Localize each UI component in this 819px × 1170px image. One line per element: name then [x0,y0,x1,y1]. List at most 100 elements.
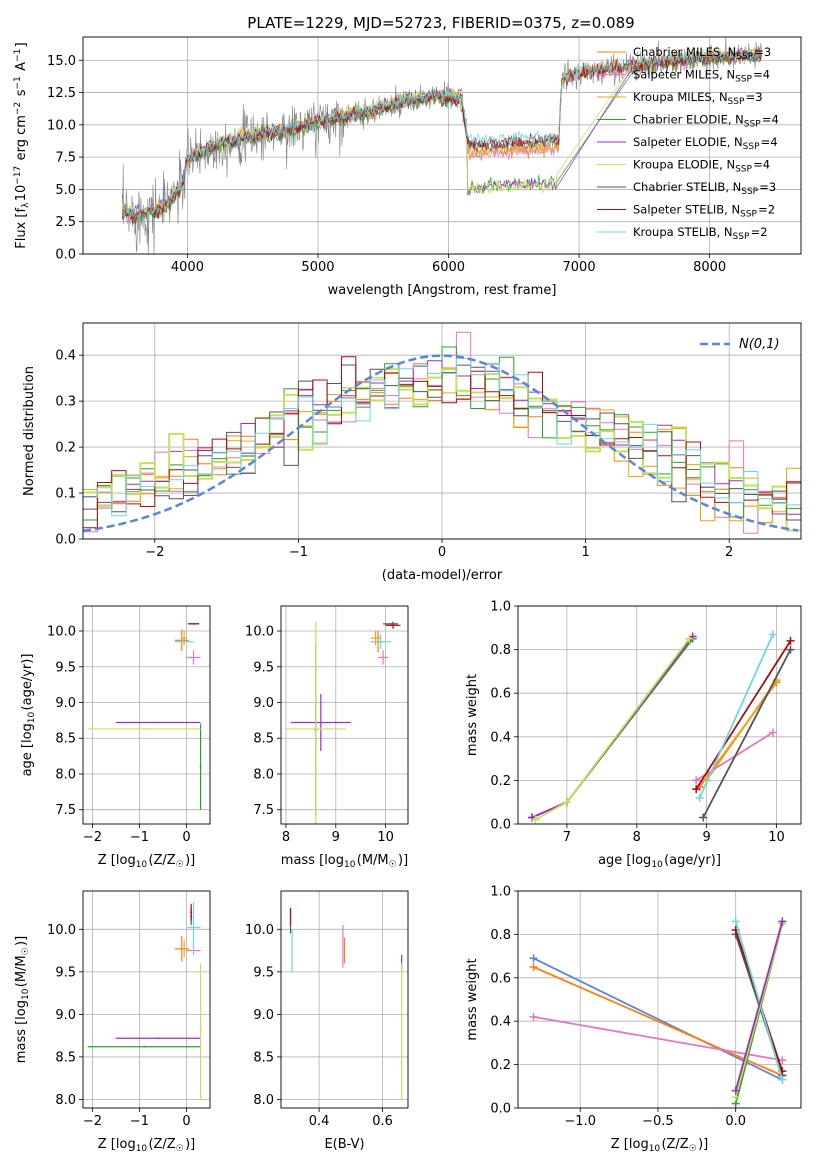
y-tick-label: 0.0 [490,818,511,833]
y-tick-label: 10.0 [47,923,76,938]
label-part: s [14,89,29,100]
label-part: =3 [759,180,776,194]
axes-weight-vs-Z: −1.0 −0.5 0.0 0.0 0.2 0.4 0.6 0.8 1.0 Z [log10 (Z… [465,885,802,1154]
grid [281,606,408,824]
plot-area [285,621,401,824]
label-part: ] [14,42,29,47]
weight-line-salpeter_elodie [531,635,694,819]
x-tick-label: −0.5 [642,1114,674,1129]
label-part: −2 [13,102,23,115]
label-part: Salpeter MILES, N [633,68,735,82]
label-part: age [ [598,853,631,868]
x-tick-label: −2 [145,545,164,560]
legend-label: Kroupa MILES, NSSP =3 [633,90,763,107]
plot-area [289,908,403,1100]
label-part: )] [14,936,29,946]
label-part: SSP [743,142,760,152]
label-part: Chabrier ELODIE, N [633,113,744,127]
plot-area [83,331,801,534]
grid [83,606,210,824]
label-part: SSP [736,52,753,62]
x-tick-label: 9 [703,830,711,845]
histogram-salpeter_elodie [83,360,801,515]
axes-mass-vs-ebv: 0.4 0.6 8.0 8.5 9.0 9.5 10.0 E(B-V) [245,890,409,1152]
legend-label: Chabrier ELODIE, NSSP =4 [633,113,779,130]
y-tick-label: 0.3 [55,395,76,410]
x-tick-label: 10 [768,830,785,845]
label-part: )] [398,853,408,868]
label-part: A [14,62,29,75]
y-tick-label: 0.2 [55,441,76,456]
x-tick-label: 0.0 [725,1114,746,1129]
plot-area [527,630,795,824]
y-tick-label: 8.5 [253,1050,274,1065]
y-tick-label: 0.2 [490,774,511,789]
axes-frame [280,605,409,825]
weight-marker-salpeter_miles [778,1056,787,1065]
label-part: Kroupa MILES, N [633,90,728,104]
label-part: ☉ [176,860,184,870]
x-axis-label: Z [log10 (Z/Z☉ )] [98,1137,196,1154]
y-tick-label: 10.0 [245,625,274,640]
weight-marker-kroupa_elodie [531,815,540,824]
x-tick-label: 0 [182,830,190,845]
figure-title: PLATE=1229, MJD=52723, FIBERID=0375, z=0… [247,14,634,32]
label-part: mass weight [465,674,480,756]
y-tick-label: 9.5 [253,660,274,675]
y-tick-label: 15.0 [47,54,76,69]
label-part: =2 [751,225,768,239]
label-part: =3 [746,90,763,104]
y-tick-label: 9.5 [55,965,76,980]
label-part: Kroupa STELIB, N [633,225,733,239]
y-tick-label: 9.0 [253,696,274,711]
histogram-salpeter_stelib [83,356,801,529]
axes-frame [82,605,211,825]
x-tick-label: 9 [332,830,340,845]
label-part: −1 [13,76,23,89]
y-tick-label: 8.5 [55,732,76,747]
weight-line-salpeter_miles [533,1016,783,1062]
y-tick-label: 0.4 [55,349,76,364]
label-part: Kroupa ELODIE, N [633,158,735,172]
label-part: Flux [f [14,208,29,249]
grid [83,891,210,1108]
y-tick-label: 0.8 [490,643,511,658]
x-tick-label: 6000 [432,260,465,275]
histogram-kroupa_stelib [83,357,801,517]
y-tick-label: 0.6 [490,687,511,702]
x-tick-label: 7 [563,830,571,845]
label-part: (Z/Z [661,1137,688,1152]
axes-frame [82,36,802,255]
weight-marker-salpeter_elodie [731,1086,740,1095]
label-part: wavelength [Angstrom, rest frame] [328,283,557,298]
y-tick-label: 0.4 [490,730,511,745]
x-tick-label: 10 [377,830,394,845]
label-part: SSP [744,120,761,130]
y-axis-label: mass weight [465,958,480,1040]
y-tick-label: 8.0 [55,767,76,782]
y-tick-label: 0.1 [55,487,76,502]
y-tick-label: 1.0 [490,600,511,615]
x-tick-label: −1 [289,545,308,560]
weight-marker-salpeter_miles [692,776,701,785]
label-part: 10 [344,860,356,870]
y-tick-label: 10.0 [245,923,274,938]
label-part: )] [185,1137,195,1152]
label-part: log [20,723,35,743]
plot-area [529,917,787,1108]
y-axis-label: mass [log10 (M/M☉ )] [14,936,31,1063]
label-part: =4 [762,113,779,127]
label-part: 10 [649,1144,661,1154]
x-tick-label: 2 [725,545,733,560]
y-tick-label: 0.0 [55,533,76,548]
label-part: 10 [21,988,31,1000]
y-tick-label: 8.0 [55,1093,76,1108]
label-part: )] [185,853,195,868]
weight-marker-kroupa_elodie [562,798,571,807]
label-part: =4 [753,68,770,82]
y-tick-label: 7.5 [253,803,274,818]
grid [518,605,801,825]
legend-label: Salpeter STELIB, NSSP =2 [633,203,775,220]
